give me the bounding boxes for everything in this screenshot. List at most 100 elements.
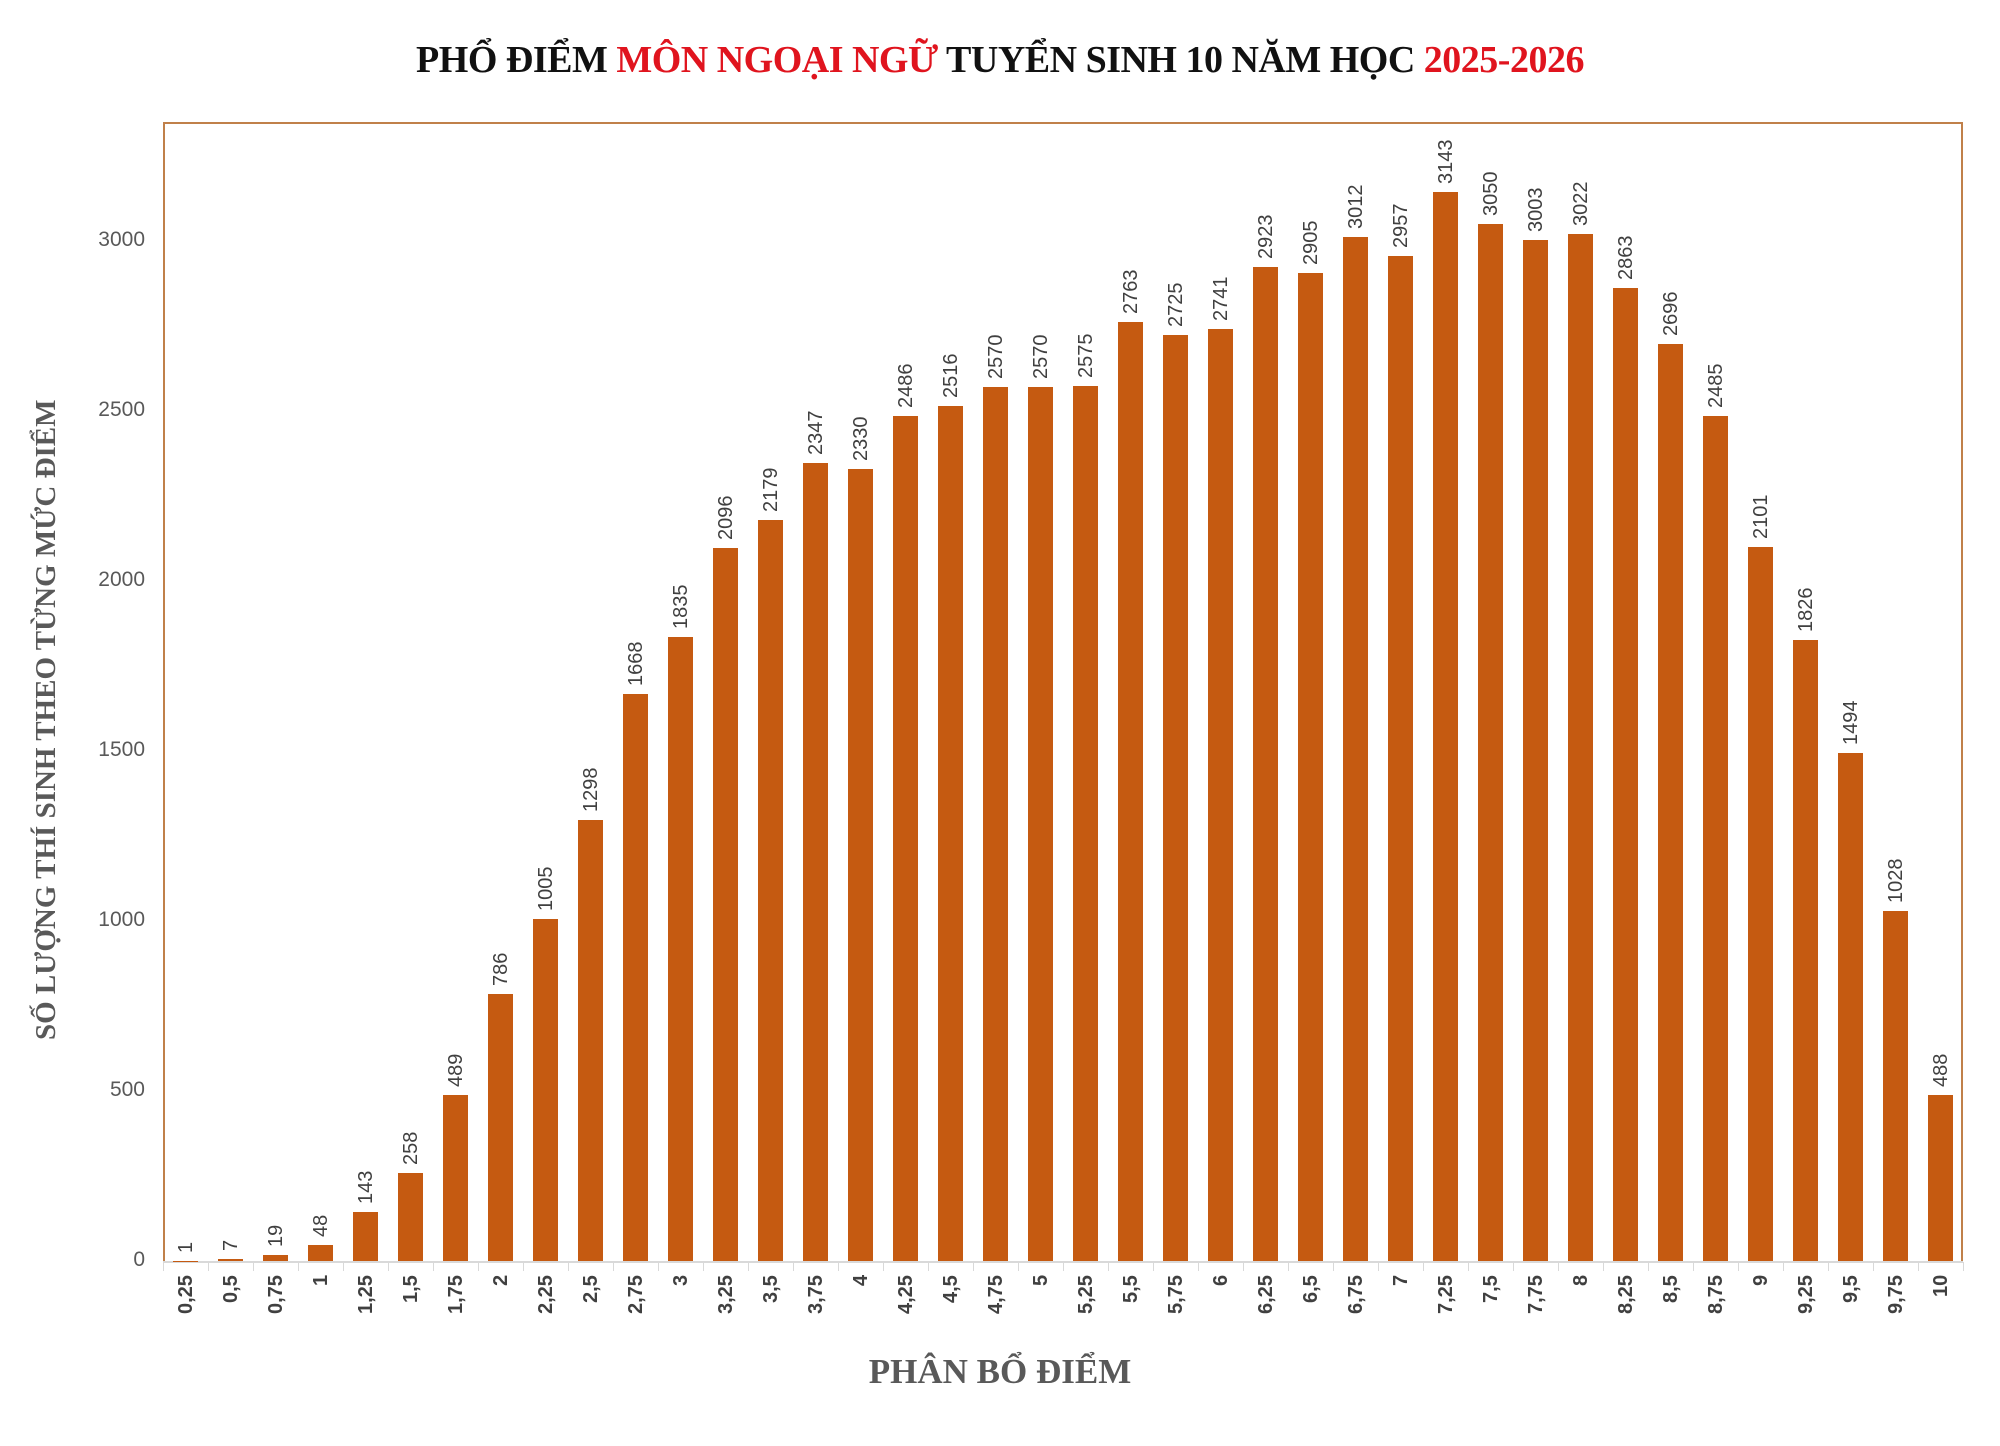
x-tick-mark (1288, 1262, 1289, 1271)
x-tick-label: 7,25 (1434, 1275, 1457, 1314)
x-tick-mark (1018, 1262, 1019, 1271)
x-tick-mark (478, 1262, 479, 1271)
data-label: 2957 (1389, 203, 1412, 248)
x-tick-label: 5,25 (1074, 1275, 1097, 1314)
data-label: 2570 (1029, 334, 1052, 380)
data-label: 2570 (984, 334, 1007, 380)
bar (1748, 546, 1773, 1261)
data-label: 3003 (1524, 187, 1547, 232)
bar (443, 1094, 468, 1261)
data-label: 488 (1929, 1053, 1952, 1088)
y-tick-label: 1500 (98, 738, 145, 761)
x-tick-mark (523, 1262, 524, 1271)
y-tick-label: 1000 (98, 908, 145, 931)
title-part-3: TUYỂN SINH 10 NĂM HỌC (937, 39, 1424, 81)
x-tick-mark (388, 1262, 389, 1271)
bar (1298, 273, 1323, 1261)
x-tick-label: 3,75 (804, 1275, 827, 1314)
x-tick-mark (613, 1262, 614, 1271)
x-tick-label: 3,25 (714, 1275, 737, 1314)
plot-area (163, 122, 1963, 1261)
data-label: 1005 (534, 866, 557, 912)
bar (983, 387, 1008, 1261)
bar (1883, 911, 1908, 1261)
y-tick-label: 2500 (98, 398, 145, 421)
bar (848, 468, 873, 1261)
bar (1478, 224, 1503, 1261)
bar (1658, 344, 1683, 1261)
data-label: 19 (264, 1224, 287, 1247)
x-tick-mark (1513, 1262, 1514, 1271)
bar (1163, 334, 1188, 1261)
data-label: 2696 (1659, 291, 1682, 337)
data-label: 1826 (1794, 587, 1817, 633)
x-tick-label: 1,25 (354, 1275, 377, 1314)
data-label: 2741 (1209, 276, 1232, 322)
bar (1523, 239, 1548, 1261)
bar (938, 405, 963, 1261)
bar (668, 637, 693, 1261)
x-tick-mark (1918, 1262, 1919, 1271)
x-tick-label: 9,75 (1884, 1275, 1907, 1314)
bar (1703, 416, 1728, 1261)
x-tick-label: 1 (309, 1274, 332, 1286)
data-label: 1028 (1884, 858, 1907, 904)
data-label: 2096 (714, 495, 737, 541)
x-tick-mark (1468, 1262, 1469, 1271)
data-label: 2485 (1704, 363, 1727, 409)
x-tick-label: 5,5 (1119, 1275, 1142, 1303)
x-tick-mark (298, 1262, 299, 1271)
bar (623, 693, 648, 1261)
data-label: 1 (174, 1241, 197, 1253)
x-tick-label: 4,75 (984, 1275, 1007, 1314)
data-label: 2763 (1119, 269, 1142, 314)
data-label: 258 (399, 1131, 422, 1166)
x-tick-mark (1333, 1262, 1334, 1271)
data-label: 2516 (939, 353, 962, 398)
data-label: 1298 (579, 767, 602, 812)
bar (308, 1244, 333, 1261)
x-tick-label: 9,5 (1839, 1275, 1862, 1303)
bar (263, 1254, 288, 1261)
x-tick-mark (1243, 1262, 1244, 1271)
x-tick-label: 2 (489, 1274, 512, 1286)
y-axis-title: SỐ LƯỢNG THÍ SINH THEO TỪNG MỨC ĐIỂM (30, 399, 62, 1040)
x-tick-label: 8 (1569, 1274, 1592, 1286)
x-tick-label: 0,25 (174, 1275, 197, 1314)
x-tick-label: 0,75 (264, 1275, 287, 1314)
x-tick-mark (658, 1262, 659, 1271)
x-tick-label: 6,75 (1344, 1275, 1367, 1314)
data-label: 3012 (1344, 184, 1367, 229)
bar (758, 520, 783, 1261)
data-label: 786 (489, 952, 512, 986)
bar (1613, 287, 1638, 1261)
bar (1388, 255, 1413, 1261)
bar (1838, 753, 1863, 1261)
x-tick-label: 6,25 (1254, 1275, 1277, 1314)
data-label: 2101 (1749, 494, 1772, 539)
bar (218, 1258, 243, 1261)
x-tick-mark (1153, 1262, 1154, 1271)
x-tick-label: 0,5 (219, 1275, 242, 1303)
x-tick-mark (1648, 1262, 1649, 1271)
bar (893, 415, 918, 1261)
data-label: 2486 (894, 363, 917, 408)
title-subject: MÔN NGOẠI NGỮ (616, 39, 938, 81)
x-tick-label: 7 (1389, 1274, 1412, 1286)
bar (1928, 1095, 1953, 1261)
x-tick-mark (1828, 1262, 1829, 1271)
x-tick-mark (163, 1262, 164, 1271)
x-tick-label: 10 (1929, 1274, 1952, 1297)
data-label: 2863 (1614, 235, 1637, 280)
x-tick-label: 8,5 (1659, 1275, 1682, 1303)
data-label: 3143 (1434, 139, 1457, 185)
data-label: 2905 (1299, 220, 1322, 266)
y-tick-label: 3000 (98, 228, 145, 251)
data-label: 7 (219, 1239, 242, 1251)
x-tick-mark (793, 1262, 794, 1271)
bar (1253, 267, 1278, 1261)
x-tick-label: 7,75 (1524, 1275, 1547, 1314)
bar (398, 1173, 423, 1261)
x-tick-label: 4,25 (894, 1275, 917, 1314)
bar (1118, 321, 1143, 1261)
